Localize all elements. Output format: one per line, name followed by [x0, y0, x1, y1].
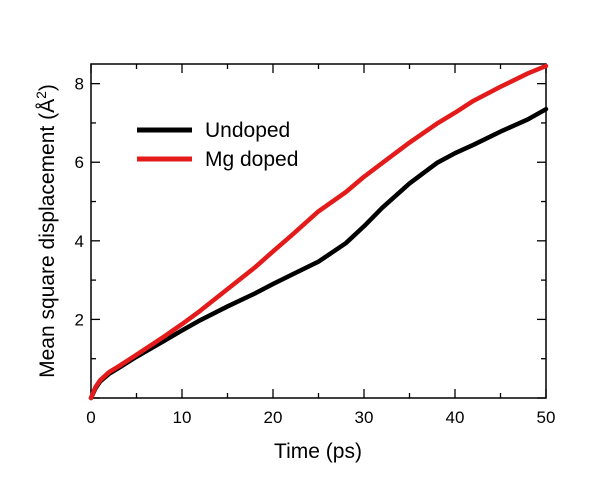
legend: Undoped Mg doped — [137, 119, 298, 171]
y-tick-label: 8 — [75, 75, 84, 94]
x-axis-ticks: 0 10 20 30 40 50 — [86, 64, 555, 427]
x-tick-label: 30 — [355, 408, 374, 427]
series-lines — [88, 63, 549, 401]
x-tick-label: 0 — [86, 408, 95, 427]
x-axis-title: Time (ps) — [274, 440, 362, 463]
plot-frame — [90, 63, 547, 399]
y-axis-title-main: Mean square displacement (Å — [36, 99, 59, 378]
y-tick-label: 2 — [75, 310, 84, 329]
series-line-mg-doped — [88, 63, 549, 401]
y-axis-title: Mean square displacement (Å2) — [33, 84, 59, 378]
legend-label-mg-doped: Mg doped — [205, 148, 298, 171]
y-tick-label: 4 — [75, 232, 84, 251]
x-tick-label: 20 — [264, 408, 283, 427]
x-tick-label: 50 — [537, 408, 556, 427]
y-axis-title-suffix: ) — [36, 84, 59, 91]
y-tick-label: 6 — [75, 153, 84, 172]
x-tick-label: 40 — [446, 408, 465, 427]
series-line-undoped — [88, 106, 549, 401]
legend-label-undoped: Undoped — [205, 119, 290, 142]
y-axis-title-superscript: 2 — [33, 91, 49, 99]
y-axis-ticks: 2 4 6 8 — [75, 75, 546, 399]
x-tick-label: 10 — [173, 408, 192, 427]
